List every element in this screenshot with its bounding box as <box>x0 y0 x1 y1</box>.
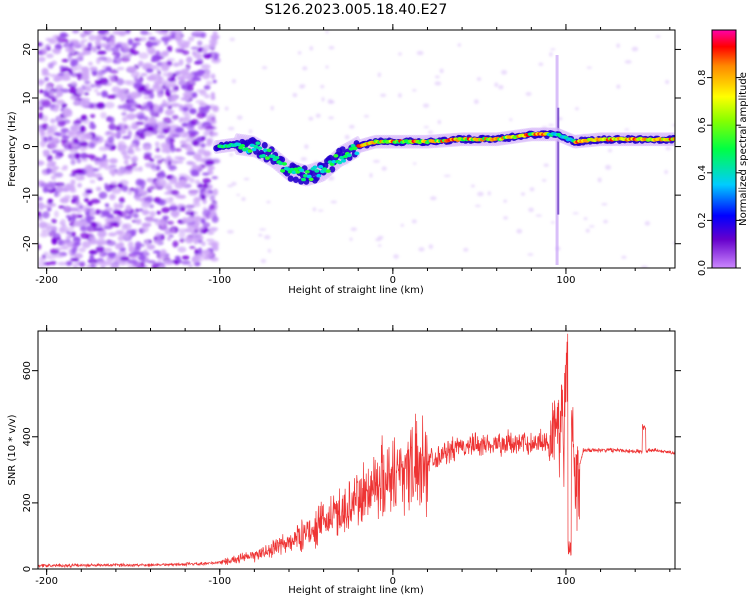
snr-xtick-label: -100 <box>208 576 231 587</box>
spectrogram-frame <box>37 29 676 269</box>
spectrogram-xtick-label: 100 <box>556 275 575 286</box>
snr-ticks: -200 -100 0 100 0 200 400 600 <box>22 325 681 587</box>
snr-xtick-label: 0 <box>390 576 396 587</box>
spectrogram-xlabel: Height of straight line (km) <box>288 285 424 296</box>
snr-ytick-label: 0 <box>22 566 33 572</box>
spectrogram-ytick-label: -10 <box>22 187 33 203</box>
colorbar-frame <box>711 29 737 269</box>
colorbar-tick-label: 0.6 <box>697 117 708 133</box>
spectrogram-ylabel: Frequency (Hz) <box>7 111 18 187</box>
snr-xtick-label: -200 <box>35 576 58 587</box>
colorbar-label: Normalized spectral amplitude <box>738 72 749 226</box>
colorbar-gradient <box>712 30 736 268</box>
colorbar: 0.0 0.2 0.4 0.6 0.8 Normalized spectral ampl… <box>697 29 749 276</box>
snr-xtick-label: 100 <box>556 576 575 587</box>
snr-panel: -200 -100 0 100 0 200 400 600 Height of straigh… <box>7 325 681 596</box>
colorbar-tick-label: 0.4 <box>697 165 708 181</box>
colorbar-tick-label: 0.0 <box>697 260 708 276</box>
colorbar-ticks: 0.0 0.2 0.4 0.6 0.8 <box>697 29 741 276</box>
snr-series-line <box>38 333 675 569</box>
chart-title: S126.2023.005.18.40.E27 <box>265 2 448 18</box>
snr-ylabel: SNR (10 * v/v) <box>7 414 18 485</box>
spectrogram-noise <box>38 30 675 268</box>
snr-xlabel: Height of straight line (km) <box>288 585 424 596</box>
spectrogram-content <box>38 30 675 268</box>
spectrogram-ytick-label: 0 <box>22 143 33 149</box>
spectrogram-ridge <box>212 127 675 187</box>
snr-frame <box>37 330 676 570</box>
spectrogram-spike <box>555 55 559 265</box>
colorbar-tick-label: 0.2 <box>697 212 708 228</box>
spectrogram-ytick-label: 20 <box>22 43 33 56</box>
snr-ytick-label: 400 <box>22 427 33 446</box>
spectrogram-xtick-label: 0 <box>390 275 396 286</box>
spectrogram-xtick-label: -100 <box>208 275 231 286</box>
colorbar-tick-label: 0.8 <box>697 70 708 86</box>
spectrogram-xtick-label: -200 <box>35 275 58 286</box>
spectrogram-ytick-label: -20 <box>22 236 33 252</box>
snr-ytick-label: 200 <box>22 493 33 512</box>
snr-ytick-label: 600 <box>22 361 33 380</box>
snr-content <box>38 333 675 569</box>
spectrogram-ytick-label: 10 <box>22 92 33 105</box>
spectrogram-spike-core <box>557 107 560 215</box>
